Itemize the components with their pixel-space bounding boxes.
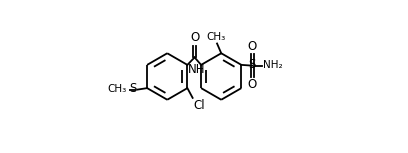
Text: CH₃: CH₃ <box>107 84 126 94</box>
Text: O: O <box>248 78 257 91</box>
Text: O: O <box>190 31 199 44</box>
Text: O: O <box>248 40 257 53</box>
Text: NH₂: NH₂ <box>264 60 283 70</box>
Text: NH: NH <box>188 63 206 76</box>
Text: CH₃: CH₃ <box>207 32 226 42</box>
Text: Cl: Cl <box>194 99 206 112</box>
Text: S: S <box>248 58 255 71</box>
Text: S: S <box>130 82 137 95</box>
